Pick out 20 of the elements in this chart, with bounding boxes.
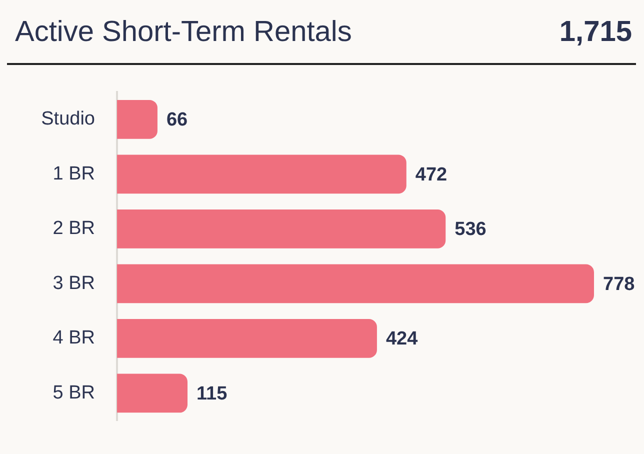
chart-title: Active Short-Term Rentals <box>15 15 352 50</box>
data-label: 424 <box>386 328 418 350</box>
data-label: 115 <box>196 383 228 404</box>
y-tick-label: 4 BR <box>52 328 95 349</box>
text: 1,715 <box>559 16 632 48</box>
y-tick-label: 5 BR <box>52 382 95 404</box>
data-label: 778 <box>603 274 635 295</box>
bar <box>117 319 377 358</box>
bar <box>117 100 158 139</box>
bar <box>117 264 594 304</box>
bar <box>117 154 406 194</box>
data-label: 66 <box>166 110 188 131</box>
y-tick-label: 3 BR <box>52 272 95 294</box>
data-label: 536 <box>454 219 486 240</box>
y-tick-label: 2 BR <box>52 218 95 240</box>
y-tick-label: Studio <box>41 108 95 130</box>
bar <box>117 209 446 248</box>
bar <box>117 374 188 413</box>
data-label: 472 <box>415 164 448 186</box>
y-tick-label: 1 BR <box>52 163 95 184</box>
